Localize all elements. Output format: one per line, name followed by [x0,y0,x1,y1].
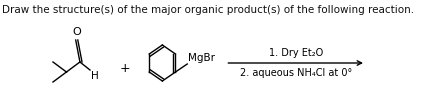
Text: MgBr: MgBr [188,53,215,63]
Text: H: H [91,71,99,81]
Text: O: O [72,27,81,37]
Text: Draw the structure(s) of the major organic product(s) of the following reaction.: Draw the structure(s) of the major organ… [2,5,414,15]
Text: 2. aqueous NH₄Cl at 0°: 2. aqueous NH₄Cl at 0° [240,68,352,78]
Text: 1. Dry Et₂O: 1. Dry Et₂O [268,48,323,58]
Text: +: + [119,61,130,74]
